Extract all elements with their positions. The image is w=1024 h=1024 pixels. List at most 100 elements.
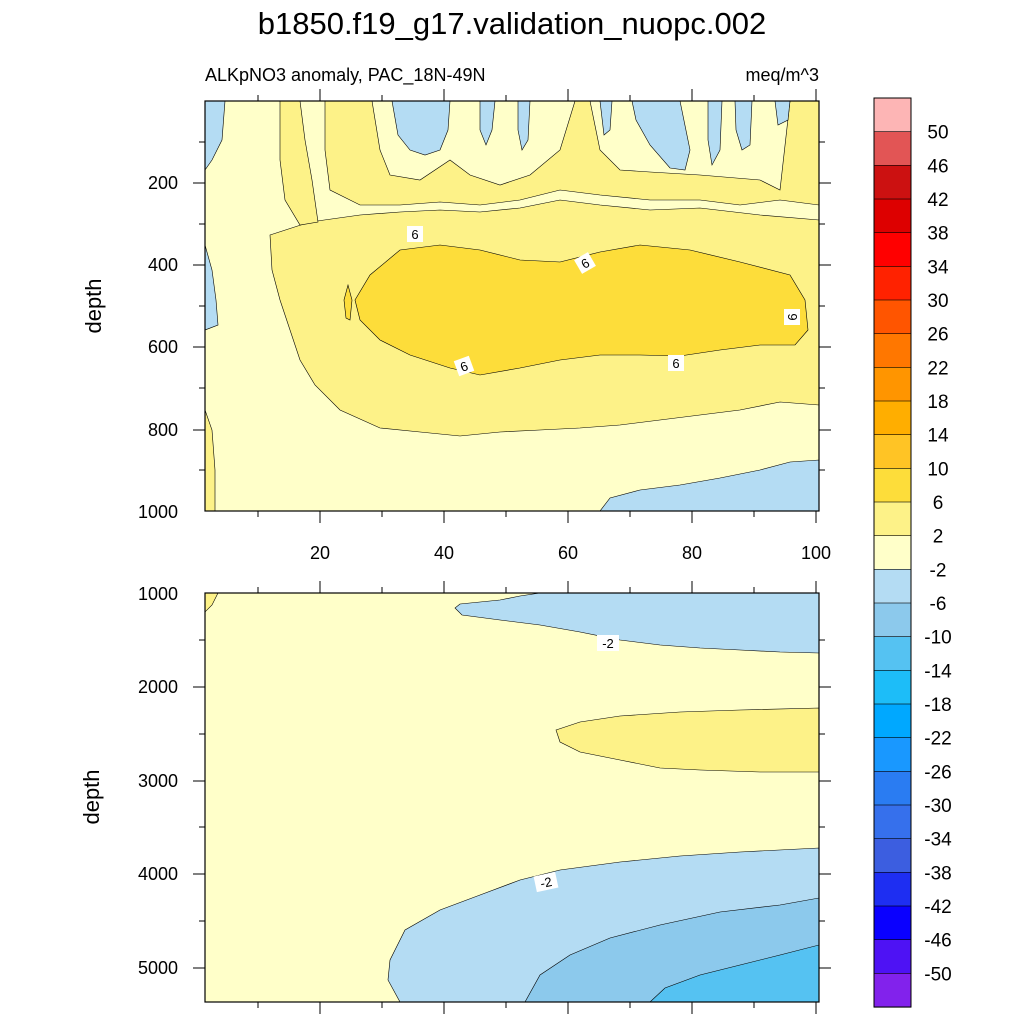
contour-label-6-d: 6 — [453, 355, 475, 377]
upper-core-sliver — [343, 283, 353, 321]
lower-y-tick-2000: 2000 — [138, 677, 178, 697]
colorbar-box-21 — [873, 804, 912, 840]
lower-panel — [205, 593, 819, 1002]
svg-text:6: 6 — [411, 227, 418, 242]
upper-panel — [205, 101, 819, 511]
x-tick-20: 20 — [310, 543, 330, 563]
colorbar-box-7 — [873, 333, 912, 368]
colorbar-box-18 — [873, 703, 912, 739]
colorbar-box-22 — [873, 838, 912, 873]
lower-neg-top — [454, 593, 819, 654]
colorbar-box-1 — [873, 131, 912, 166]
colorbar-label: -6 — [930, 594, 947, 615]
colorbar-border — [873, 97, 912, 1008]
colorbar: 50 46 42 38 34 30 26 22 18 14 10 6 2 -2 -6 -10 -14 -18 -22… — [873, 97, 952, 1008]
upper-y-tick-800: 800 — [148, 420, 178, 440]
contour-label-neg2-b: -2 — [533, 871, 559, 893]
lower-y-ticks: 1000 2000 3000 4000 5000 depth — [79, 584, 831, 978]
upper-neg-top — [391, 101, 791, 171]
colorbar-label: -34 — [924, 830, 952, 851]
lower-left-sliver — [205, 593, 219, 613]
lower-y-axis-label: depth — [79, 769, 104, 824]
lower-y-tick-5000: 5000 — [138, 958, 178, 978]
lower-pos-tongue — [555, 707, 819, 773]
colorbar-label: 2 — [933, 527, 944, 548]
contour-label-6-e: 6 — [668, 355, 684, 371]
x-tick-80: 80 — [682, 543, 702, 563]
colorbar-label: -22 — [924, 729, 951, 750]
chart-title: b1850.f19_g17.validation_nuopc.002 — [258, 6, 767, 41]
colorbar-label: 6 — [933, 493, 944, 514]
upper-left-sliver — [205, 409, 216, 511]
upper-y-tick-400: 400 — [148, 255, 178, 275]
contour-label-6-b: 6 — [574, 252, 596, 274]
colorbar-box-24 — [873, 905, 912, 941]
svg-text:-2: -2 — [539, 874, 553, 891]
colorbar-label: -2 — [930, 560, 947, 581]
colorbar-label: 34 — [927, 257, 949, 278]
x-tick-60: 60 — [558, 543, 578, 563]
upper-y-axis-label: depth — [81, 278, 106, 333]
upper-y-tick-600: 600 — [148, 337, 178, 357]
lower-y-tick-1000: 1000 — [138, 584, 178, 604]
lower-y-tick-marks — [193, 639, 831, 969]
x-tick-40: 40 — [434, 543, 454, 563]
colorbar-label: -10 — [924, 628, 951, 649]
colorbar-label: -46 — [924, 931, 951, 952]
colorbar-box-4 — [873, 232, 912, 267]
colorbar-box-0 — [873, 97, 912, 133]
upper-y-ticks: 200 400 600 800 1000 depth — [81, 141, 831, 522]
colorbar-box-26 — [873, 973, 912, 1008]
upper-x-tick-marks — [257, 89, 817, 523]
svg-text:6: 6 — [672, 356, 679, 371]
upper-contour-labels: 6 6 6 6 6 — [407, 226, 800, 377]
colorbar-label: 38 — [927, 224, 948, 245]
colorbar-label: -50 — [924, 964, 951, 985]
upper-y-tick-200: 200 — [148, 173, 178, 193]
contour-label-neg2-a: -2 — [597, 635, 619, 651]
colorbar-box-6 — [873, 299, 912, 335]
colorbar-label: 14 — [927, 426, 949, 447]
subtitle-right: meq/m^3 — [746, 65, 819, 85]
colorbar-box-20 — [873, 771, 912, 806]
colorbar-label: 22 — [927, 358, 948, 379]
lower-y-tick-4000: 4000 — [138, 864, 178, 884]
colorbar-box-17 — [873, 670, 912, 705]
colorbar-label: 46 — [927, 156, 948, 177]
svg-text:6: 6 — [785, 313, 800, 320]
upper-y-tick-marks — [193, 141, 831, 471]
colorbar-labels: 50 46 42 38 34 30 26 22 18 14 10 6 2 -2 -6 -10 -14 -18 -22… — [924, 123, 952, 986]
colorbar-box-10 — [873, 434, 912, 469]
colorbar-label: -26 — [924, 762, 951, 783]
colorbar-box-5 — [873, 266, 912, 301]
upper-neg-left — [205, 101, 226, 331]
colorbar-label: -18 — [924, 695, 951, 716]
x-tick-100: 100 — [801, 543, 831, 563]
lower-y-tick-3000: 3000 — [138, 771, 178, 791]
colorbar-label: -42 — [924, 897, 951, 918]
contour-label-6-c: 6 — [784, 309, 800, 325]
lower-contour-labels: -2 -2 — [533, 635, 619, 893]
colorbar-label: 26 — [927, 325, 948, 346]
colorbar-box-9 — [873, 400, 912, 436]
colorbar-box-3 — [873, 198, 912, 234]
subtitle-left: ALKpNO3 anomaly, PAC_18N-49N — [205, 65, 485, 86]
colorbar-label: -30 — [924, 796, 951, 817]
colorbar-label: -38 — [924, 863, 951, 884]
colorbar-label: 42 — [927, 190, 948, 211]
upper-neg-bottom — [599, 459, 819, 511]
upper-x-ticks: 20 40 60 80 100 — [257, 89, 831, 563]
upper-y-tick-1000: 1000 — [138, 502, 178, 522]
colorbar-box-15 — [873, 602, 912, 638]
colorbar-label: -14 — [924, 661, 952, 682]
contour-label-6-a: 6 — [407, 226, 423, 242]
colorbar-box-16 — [873, 636, 912, 671]
upper-wisps — [279, 101, 819, 226]
colorbar-label: 30 — [927, 291, 948, 312]
colorbar-box-23 — [873, 872, 912, 907]
colorbar-box-14 — [873, 569, 912, 604]
colorbar-label: 18 — [927, 392, 948, 413]
colorbar-box-8 — [873, 367, 912, 402]
colorbar-label: 50 — [927, 123, 948, 144]
